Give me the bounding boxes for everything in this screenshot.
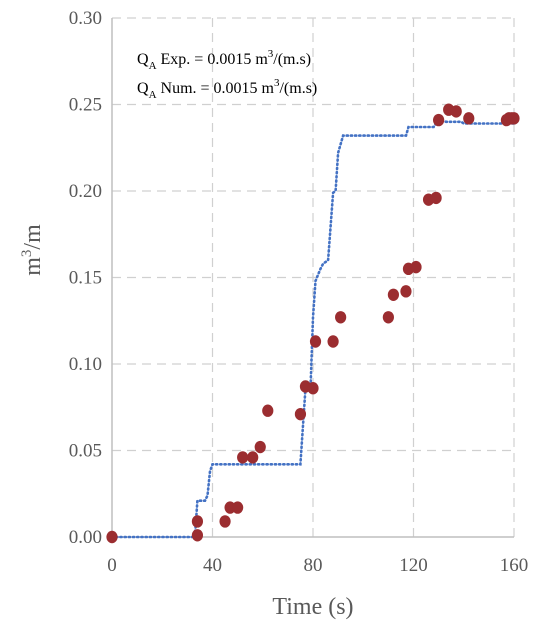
experimental-point [433, 113, 445, 127]
annotation-experimental: QA Exp. = 0.0015 m3/(m.s) [137, 48, 311, 72]
y-tick-label: 0.10 [69, 354, 102, 375]
tick-labels: 0.00 0.05 0.10 0.15 0.20 0.25 0.30 0 40 80 120 160 [69, 8, 529, 576]
experimental-series [106, 103, 520, 544]
y-tick-label: 0.05 [69, 441, 102, 462]
experimental-point [382, 311, 394, 324]
experimental-point [247, 451, 259, 464]
x-tick-label: 80 [304, 555, 323, 576]
experimental-point [307, 382, 319, 395]
experimental-point [191, 529, 204, 542]
experimental-point [430, 191, 442, 205]
y-tick-label: 0.00 [69, 527, 102, 548]
y-axis-title-base: m [20, 257, 46, 276]
experimental-point [450, 105, 462, 118]
annotation-numerical-label: Num. = 0.0015 m [157, 80, 275, 97]
y-tick-label: 0.25 [69, 95, 102, 116]
experimental-point [232, 501, 244, 514]
experimental-point [294, 407, 307, 421]
annotation-numerical-sup: 3 [274, 77, 280, 89]
gridlines [112, 17, 515, 537]
y-tick-label: 0.20 [69, 181, 102, 202]
experimental-point [463, 112, 475, 125]
experimental-point [191, 515, 204, 528]
annotation-numerical-symbol: Q [137, 80, 149, 97]
y-axis-title: m3/m [19, 224, 46, 276]
experimental-point [327, 335, 339, 348]
experimental-point [219, 515, 231, 528]
experimental-point [410, 260, 422, 274]
x-tick-label: 0 [107, 555, 117, 576]
experimental-point [237, 451, 249, 464]
experimental-point [262, 404, 274, 417]
experimental-point [106, 530, 118, 544]
annotation-numerical: QA Num. = 0.0015 m3/(m.s) [137, 77, 317, 101]
annotation-numerical-sub: A [149, 89, 157, 101]
experimental-point [508, 112, 520, 125]
annotation-experimental-symbol: Q [137, 51, 149, 68]
y-tick-label: 0.30 [69, 8, 102, 29]
experimental-point [400, 285, 412, 298]
y-axis-title-sup: 3 [19, 250, 35, 258]
annotation-experimental-unit: /(m.s) [273, 51, 311, 68]
experimental-point [387, 288, 399, 301]
annotation-experimental-label: Exp. = 0.0015 m [157, 51, 269, 68]
annotation-numerical-unit: /(m.s) [279, 80, 317, 97]
annotation-experimental-sup: 3 [268, 48, 274, 60]
experimental-point [335, 311, 347, 324]
experimental-point [254, 440, 266, 454]
y-tick-label: 0.15 [69, 268, 102, 289]
annotation-experimental-sub: A [149, 60, 157, 72]
x-tick-label: 160 [500, 555, 529, 576]
y-axis-title-tail: /m [20, 224, 46, 250]
experimental-point [309, 335, 322, 348]
x-tick-label: 120 [399, 555, 428, 576]
x-tick-label: 40 [203, 555, 222, 576]
legend-annotations: QA Exp. = 0.0015 m3/(m.s) QA Num. = 0.00… [137, 48, 317, 101]
x-axis-title: Time (s) [272, 594, 353, 620]
